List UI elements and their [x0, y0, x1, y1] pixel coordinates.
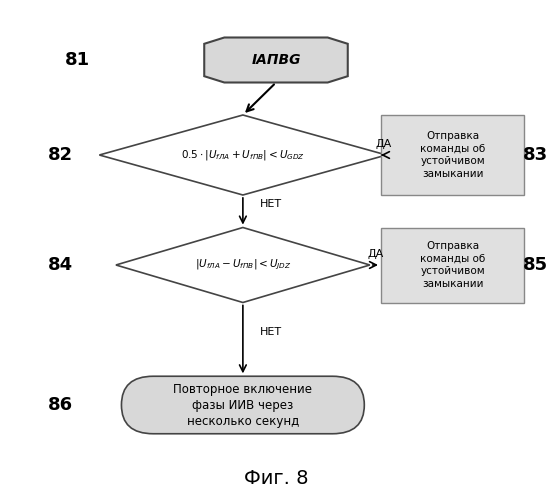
- Text: 83: 83: [523, 146, 548, 164]
- Text: 85: 85: [523, 256, 548, 274]
- Text: Повторное включение
фазы ИИВ через
несколько секунд: Повторное включение фазы ИИВ через неско…: [173, 382, 312, 428]
- Text: 86: 86: [48, 396, 73, 414]
- Text: Отправка
команды об
устойчивом
замыкании: Отправка команды об устойчивом замыкании: [420, 132, 485, 178]
- Text: НЕТ: НЕТ: [259, 199, 282, 209]
- Text: ДА: ДА: [367, 249, 384, 259]
- Text: IАПВG: IАПВG: [251, 53, 301, 67]
- Text: 82: 82: [48, 146, 73, 164]
- Text: ДА: ДА: [375, 139, 392, 149]
- Text: 81: 81: [65, 51, 90, 69]
- Polygon shape: [204, 38, 348, 82]
- Bar: [381, 115, 524, 195]
- Text: $|U_{f\mathit{ЛА}} - U_{f\mathit{ПВ}}| < U_{JDZ}$: $|U_{f\mathit{ЛА}} - U_{f\mathit{ПВ}}| <…: [194, 258, 291, 272]
- Text: 84: 84: [48, 256, 73, 274]
- Text: Фиг. 8: Фиг. 8: [244, 468, 308, 487]
- Polygon shape: [99, 115, 386, 195]
- Text: НЕТ: НЕТ: [259, 327, 282, 337]
- FancyBboxPatch shape: [121, 376, 364, 434]
- Bar: [381, 228, 524, 302]
- Text: Отправка
команды об
устойчивом
замыкании: Отправка команды об устойчивом замыкании: [420, 242, 485, 288]
- Text: $0.5 \cdot |U_{f\mathit{ЛА}} + U_{f\mathit{ПВ}}| < U_{GDZ}$: $0.5 \cdot |U_{f\mathit{ЛА}} + U_{f\math…: [181, 148, 305, 162]
- Polygon shape: [116, 228, 370, 302]
